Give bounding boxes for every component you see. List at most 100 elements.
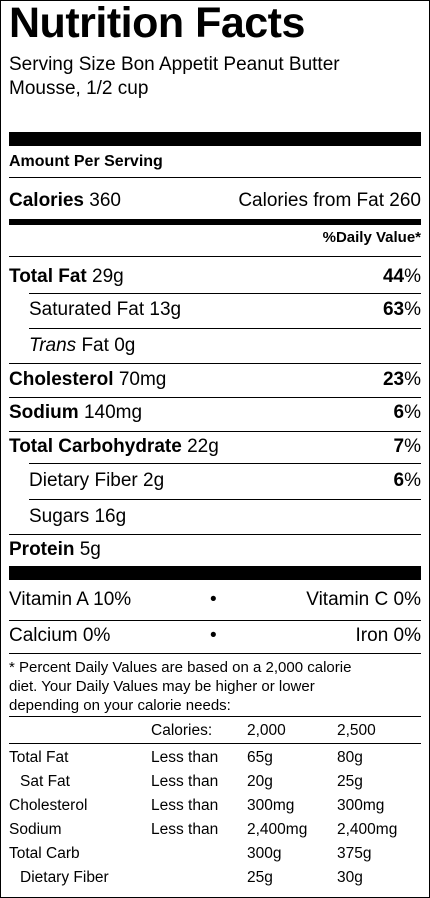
sodium-amount: 140mg (83, 402, 143, 423)
total-fat-amount: 29g (92, 266, 124, 287)
footnote-line: depending on your calorie needs: (9, 697, 231, 714)
table-row: Total Fat Less than 65g 80g (9, 746, 423, 770)
thick-divider (9, 132, 421, 146)
table-cell: Less than (151, 773, 219, 790)
table-cell (151, 866, 247, 890)
table-cell: 375g (337, 845, 372, 862)
total-fat-row: Total Fat 29g 44% (9, 262, 421, 292)
trans-fat-row: Trans Fat 0g (29, 331, 421, 361)
calories-label: Calories (9, 190, 84, 211)
sugars-label: Sugars (29, 506, 90, 527)
table-cell: 25g (247, 869, 273, 886)
divider (9, 397, 421, 398)
daily-values-table: Calories: 2,000 2,500 (9, 719, 423, 743)
trans-fat-label-suffix: Fat (81, 335, 109, 356)
table-cell: Less than (151, 749, 219, 766)
amount-per-serving-row: Amount Per Serving (9, 146, 421, 176)
amount-per-serving: Amount Per Serving (9, 153, 163, 170)
saturated-fat-row: Saturated Fat 13g 63% (29, 295, 421, 325)
calories-from-fat-label: Calories from Fat (238, 190, 385, 211)
label-title: Nutrition Facts (9, 0, 305, 47)
protein-label: Protein (9, 539, 75, 560)
table-cell: 300mg (337, 797, 385, 814)
table-cell: Sodium (9, 821, 62, 838)
table-cell: Total Fat (9, 749, 69, 766)
cholesterol-dv: 23 (382, 369, 405, 390)
total-fat-label: Total Fat (9, 266, 87, 287)
calories-from-fat: Calories from Fat 260 (238, 186, 421, 216)
sugars-amount: 16g (94, 506, 127, 527)
daily-values-table-body: Total Fat Less than 65g 80g Sat Fat Less… (9, 746, 423, 890)
divider (29, 328, 421, 329)
sugars-row: Sugars 16g (29, 502, 421, 532)
dietary-fiber-label: Dietary Fiber (29, 470, 138, 491)
table-cell: 20g (247, 773, 273, 790)
table-header-cell: 2,500 (337, 722, 376, 739)
footnote-line: diet. Your Daily Values may be higher or… (9, 678, 315, 695)
protein-amount: 5g (79, 539, 101, 560)
table-row: Dietary Fiber 25g 30g (9, 866, 423, 890)
table-cell: 2,400mg (247, 821, 308, 838)
vitamin-a: Vitamin A 10% (9, 589, 132, 610)
table-cell: Total Carb (9, 845, 80, 862)
table-header-row: Calories: 2,000 2,500 (9, 719, 423, 743)
thick-divider (9, 566, 421, 580)
table-cell: Sat Fat (20, 773, 70, 790)
cholesterol-label: Cholesterol (9, 369, 114, 390)
total-fat-dv: 44 (382, 266, 405, 287)
table-cell: 25g (337, 773, 363, 790)
calories-row: Calories 360 Calories from Fat 260 (9, 186, 421, 216)
table-row: Sodium Less than 2,400mg 2,400mg (9, 818, 423, 842)
calcium: Calcium 0% (9, 625, 111, 646)
footnote-line: * Percent Daily Values are based on a 2,… (9, 659, 352, 676)
table-cell: 30g (337, 869, 363, 886)
dietary-fiber-dv: 6 (393, 470, 405, 491)
sodium-label: Sodium (9, 402, 79, 423)
divider (9, 620, 421, 621)
bullet-separator: • (210, 625, 217, 646)
table-header-cell (9, 719, 151, 743)
table-cell: 2,400mg (337, 821, 398, 838)
divider (29, 463, 421, 464)
divider (9, 363, 421, 364)
saturated-fat-amount: 13g (149, 299, 182, 320)
table-cell: Less than (151, 821, 219, 838)
table-cell: Dietary Fiber (20, 869, 109, 886)
protein-row: Protein 5g (9, 535, 421, 565)
table-cell: 65g (247, 749, 273, 766)
table-cell (151, 842, 247, 866)
calories-value: 360 (89, 190, 121, 211)
total-carbohydrate-amount: 22g (187, 436, 219, 457)
table-cell: 300mg (247, 797, 295, 814)
table-cell: 80g (337, 749, 363, 766)
total-carbohydrate-label: Total Carbohydrate (9, 436, 182, 457)
divider (9, 431, 421, 432)
percent-sign: % (404, 299, 421, 320)
calories-from-fat-value: 260 (389, 190, 421, 211)
footnote: * Percent Daily Values are based on a 2,… (9, 658, 421, 715)
bullet-separator: • (210, 589, 217, 610)
total-carbohydrate-dv: 7 (393, 436, 405, 457)
divider (9, 534, 421, 535)
table-header-cell: Calories: (151, 722, 213, 739)
table-row: Sat Fat Less than 20g 25g (9, 770, 423, 794)
vitamins-row: Vitamin A 10% • Vitamin C 0% (9, 585, 421, 615)
percent-sign: % (404, 369, 421, 390)
divider (9, 716, 421, 717)
cholesterol-row: Cholesterol 70mg 23% (9, 365, 421, 395)
table-cell: Cholesterol (9, 797, 88, 814)
table-header-cell: 2,000 (247, 722, 286, 739)
sodium-row: Sodium 140mg 6% (9, 398, 421, 428)
serving-size-line1: Serving Size Bon Appetit Peanut Butter (9, 54, 340, 75)
vitamin-c: Vitamin C 0% (306, 589, 421, 610)
saturated-fat-label: Saturated Fat (29, 299, 145, 320)
table-cell: 300g (247, 845, 282, 862)
dietary-fiber-row: Dietary Fiber 2g 6% (29, 466, 421, 496)
percent-sign: % (404, 436, 421, 457)
trans-fat-label: Trans (29, 335, 77, 356)
percent-sign: % (404, 402, 421, 423)
medium-divider (9, 219, 421, 225)
daily-value-header-row: %Daily Value* (9, 223, 421, 253)
serving-size-line2: Mousse, 1/2 cup (9, 78, 149, 99)
